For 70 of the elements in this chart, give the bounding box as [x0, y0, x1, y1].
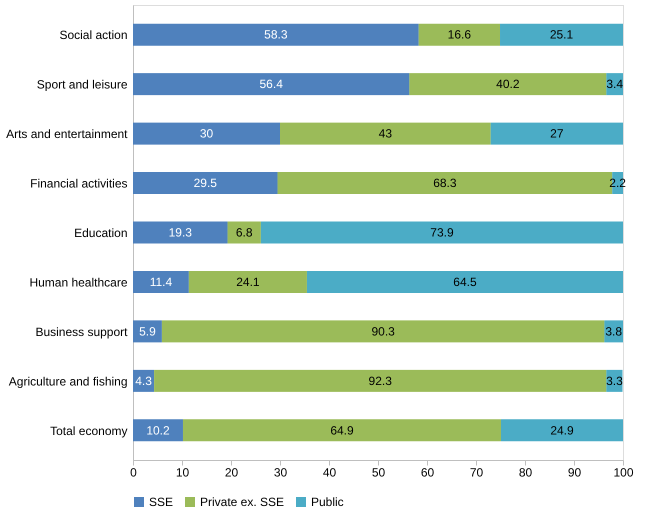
x-tick-label: 90: [568, 466, 582, 480]
x-tick-label: 0: [130, 466, 138, 480]
data-label: 64.5: [453, 274, 477, 289]
bar: [182, 419, 501, 442]
data-label: 19.3: [168, 226, 192, 240]
bar: [133, 419, 183, 442]
x-tick-label: 60: [420, 466, 434, 480]
bar: [418, 24, 500, 46]
y-tick-label: Business support: [35, 324, 128, 339]
data-label: 92.3: [368, 374, 392, 388]
y-tick-label: Education: [74, 226, 128, 240]
x-tick-label: 100: [613, 466, 634, 480]
bar: [500, 419, 623, 442]
data-label: 24.9: [550, 423, 574, 438]
y-tick-label: Financial activities: [30, 176, 128, 191]
legend-label: Public: [311, 495, 344, 509]
bar: [162, 320, 604, 342]
bar: [490, 122, 623, 145]
legend-label: SSE: [149, 495, 174, 509]
data-label: 40.2: [496, 77, 520, 92]
y-tick-label: Social action: [59, 28, 128, 42]
data-label: 24.1: [236, 274, 260, 289]
y-tick-label: Total economy: [50, 424, 128, 438]
bar: [280, 122, 491, 145]
y-tick-label: Human healthcare: [29, 275, 128, 290]
y-tick-label: Agriculture and fishing: [8, 374, 128, 388]
x-tick-label: 70: [470, 466, 484, 480]
data-label: 11.4: [150, 274, 172, 289]
data-label: 68.3: [433, 176, 457, 190]
bar: [228, 222, 261, 244]
data-label: 43: [378, 126, 392, 141]
bar: [133, 73, 410, 96]
x-tick-label: 80: [518, 466, 532, 480]
data-label: 64.9: [330, 423, 354, 438]
data-label: 3.4: [606, 77, 624, 92]
bar: [133, 270, 189, 293]
bar: [409, 73, 606, 96]
bar: [154, 370, 606, 392]
x-tick-label: 40: [322, 466, 336, 480]
bar: [133, 122, 280, 145]
data-label: 16.6: [448, 28, 472, 42]
bar: [500, 24, 623, 46]
data-label: 30: [200, 126, 214, 141]
data-label: 5.9: [139, 324, 156, 338]
bar: [133, 222, 228, 244]
bar: [260, 222, 623, 244]
bar: [306, 270, 623, 293]
x-tick-label: 10: [176, 466, 190, 480]
data-label: 4.3: [135, 374, 152, 388]
data-label: 90.3: [371, 324, 396, 338]
bar: [133, 172, 278, 194]
data-label: 25.1: [550, 28, 574, 42]
data-label: 27: [550, 126, 564, 141]
data-label: 29.5: [194, 176, 218, 190]
bar: [133, 320, 162, 342]
data-label: 10.2: [146, 423, 170, 438]
data-label: 73.9: [430, 226, 454, 240]
y-tick-label: Sport and leisure: [36, 78, 128, 92]
x-tick-label: 30: [274, 466, 288, 480]
bar: [133, 24, 419, 46]
data-label: 6.8: [236, 226, 253, 240]
data-label: 58.3: [264, 28, 288, 42]
bar: [188, 270, 307, 293]
x-tick-label: 50: [372, 466, 386, 480]
data-label: 3.8: [605, 324, 622, 338]
y-tick-label: Arts and entertainment: [6, 127, 128, 142]
data-label: 56.4: [260, 77, 284, 92]
data-label: 3.3: [606, 374, 624, 388]
x-tick-label: 20: [224, 466, 238, 480]
legend-label: Private ex. SSE: [200, 495, 284, 509]
